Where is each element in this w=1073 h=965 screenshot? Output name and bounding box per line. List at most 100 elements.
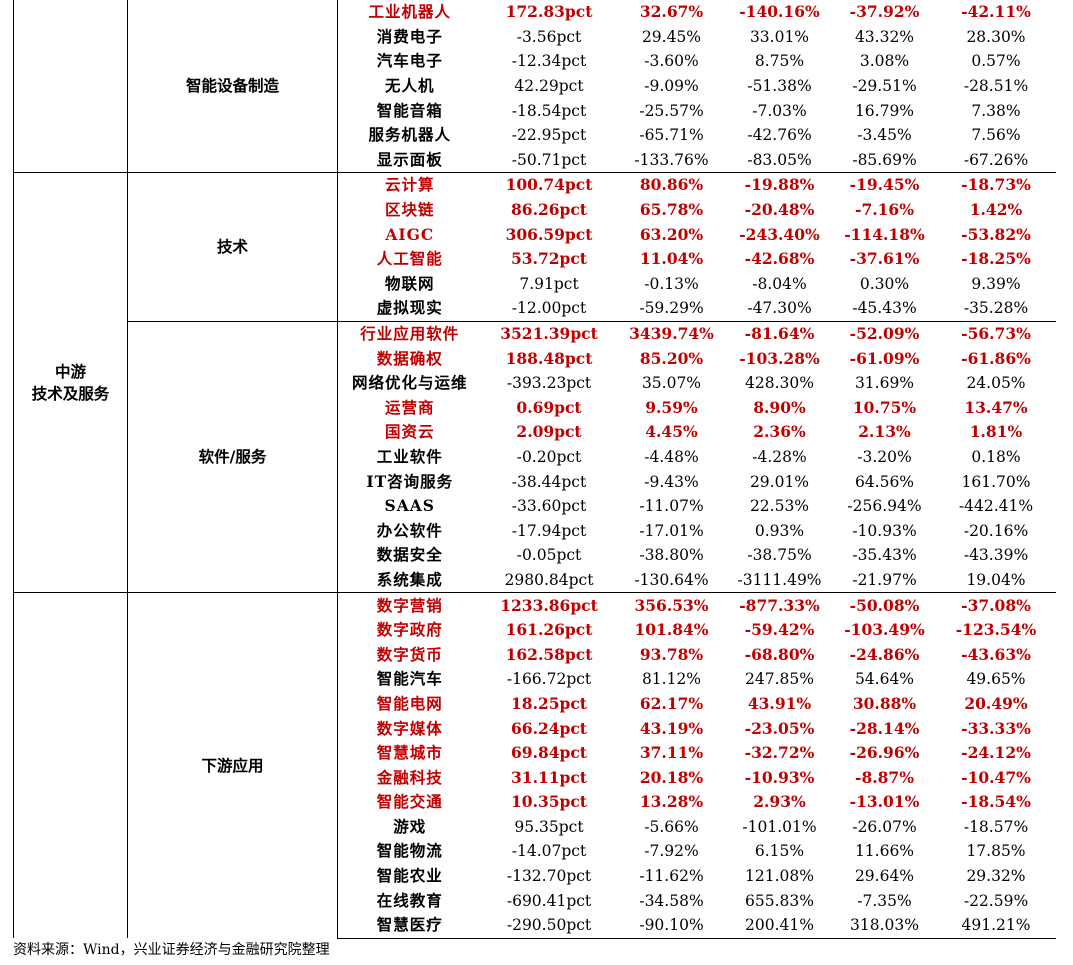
value-cell: -123.54%	[955, 620, 1037, 640]
subgroup-label: 技术	[127, 172, 338, 322]
value-cell: -26.07%	[852, 817, 917, 836]
value-cell: 428.30%	[745, 374, 814, 393]
value-cell: -28.14%	[849, 718, 920, 738]
value-cell: 100.74pct	[481, 172, 617, 198]
value-cell: 2.36%	[753, 422, 806, 442]
stage-label	[13, 0, 128, 173]
value-cell: -12.34pct	[511, 52, 587, 71]
value-cell: -14.07pct	[511, 842, 587, 861]
value-cell: -38.80%	[639, 546, 704, 565]
sector-name-cell: 网络优化与运维	[351, 373, 468, 393]
value-cell: 0.18%	[971, 447, 1021, 466]
sector-name-cell: 智能交通	[376, 792, 443, 812]
table-row: 游戏 95.35pct -5.66% -101.01% -26.07% -18.57%	[14, 815, 1056, 840]
table-row: 服务机器人 -22.95pct -65.71% -42.76% -3.45% 7.56%	[14, 123, 1056, 148]
value-cell: 81.12%	[641, 670, 702, 689]
value-cell: 28.30%	[966, 27, 1026, 46]
sector-name-cell: 人工智能	[376, 249, 443, 269]
value-cell: -17.01%	[639, 521, 704, 540]
value-cell: 7.56%	[971, 126, 1021, 145]
value-cell: -83.05%	[747, 150, 812, 169]
value-cell: 16.79%	[854, 101, 915, 120]
value-cell: -690.41pct	[506, 891, 592, 910]
value-cell: -11.62%	[639, 867, 704, 886]
table-row: 智能电网 18.25pct 62.17% 43.91% 30.88% 20.49%	[14, 692, 1056, 717]
table-row: 工业软件 -0.20pct -4.48% -4.28% -3.20% 0.18%	[14, 445, 1056, 470]
value-cell: -8.04%	[752, 274, 807, 293]
table-row: 办公软件 -17.94pct -17.01% 0.93% -10.93% -20.16%	[14, 518, 1056, 543]
value-cell: -37.61%	[849, 249, 920, 269]
value-cell: -3111.49%	[737, 570, 822, 589]
value-cell: -26.96%	[849, 743, 920, 763]
sector-name-cell: 智能农业	[376, 866, 443, 886]
value-cell: 2.09pct	[516, 422, 582, 442]
table-row: AIGC 306.59pct 63.20% -243.40% -114.18% -53.8…	[14, 222, 1056, 247]
table-row: 数字政府 161.26pct 101.84% -59.42% -103.49% -123.…	[14, 618, 1056, 643]
value-cell: 11.66%	[854, 842, 915, 861]
value-cell: -20.16%	[963, 521, 1029, 540]
value-cell: 200.41%	[726, 912, 833, 939]
value-cell: -442.41%	[958, 497, 1034, 516]
sector-name-cell: 智能电网	[376, 693, 443, 713]
sector-name-cell: 运营商	[384, 397, 435, 417]
value-cell: -8.87%	[855, 767, 914, 787]
value-cell: 10.35pct	[511, 792, 587, 812]
value-cell: -81.64%	[726, 320, 833, 347]
sector-name-cell: 智能汽车	[376, 669, 443, 689]
value-cell: 33.01%	[749, 27, 810, 46]
value-cell: -33.33%	[961, 718, 1031, 738]
value-cell: -50.71pct	[511, 150, 587, 169]
value-cell: -11.07%	[639, 497, 704, 516]
table-row: IT咨询服务 -38.44pct -9.43% 29.01% 64.56% 161.70%	[14, 469, 1056, 494]
sector-name-cell: IT咨询服务	[366, 471, 454, 491]
table-row: 智能音箱 -18.54pct -25.57% -7.03% 16.79% 7.38%	[14, 98, 1056, 123]
value-cell: -22.59%	[963, 891, 1029, 910]
value-cell: -256.94%	[847, 497, 922, 516]
value-cell: 491.21%	[936, 912, 1056, 939]
table-row: 智能农业 -132.70pct -11.62% 121.08% 29.64% 29.32%	[14, 864, 1056, 889]
sector-name-cell: 系统集成	[376, 569, 443, 589]
value-cell: -243.40%	[739, 224, 820, 244]
value-cell: -140.16%	[739, 2, 820, 22]
value-cell: 49.65%	[966, 670, 1026, 689]
value-cell: -166.72pct	[506, 670, 592, 689]
value-cell: 121.08%	[745, 867, 814, 886]
value-cell: 43.91%	[747, 693, 812, 713]
value-cell: -9.09%	[644, 77, 699, 96]
table-row: 智慧城市 69.84pct 37.11% -32.72% -26.96% -24.12%	[14, 741, 1056, 766]
value-cell: 9.59%	[645, 397, 698, 417]
value-cell: -43.39%	[963, 546, 1029, 565]
stage-label	[13, 592, 128, 939]
value-cell: -3.20%	[857, 447, 912, 466]
value-cell: 32.67%	[639, 2, 704, 22]
value-cell: 2980.84pct	[504, 570, 594, 589]
value-cell: 43.32%	[854, 27, 915, 46]
data-table-container: 智能设备制造 工业机器人 172.83pct 32.67% -140.16% -37.92…	[13, 0, 1056, 939]
value-cell: 3439.74%	[616, 320, 727, 347]
value-cell: -7.35%	[857, 891, 912, 910]
value-cell: -37.92%	[849, 2, 920, 22]
value-cell: -132.70pct	[506, 867, 592, 886]
value-cell: 0.69pct	[516, 397, 582, 417]
value-cell: 172.83pct	[505, 2, 593, 22]
sector-name-cell: 智慧医疗	[337, 912, 482, 939]
value-cell: 17.85%	[966, 842, 1026, 861]
value-cell: -18.25%	[961, 249, 1031, 269]
value-cell: 1.42%	[969, 200, 1023, 220]
table-row: 数字货币 162.58pct 93.78% -68.80% -24.86% -43.63%	[14, 642, 1056, 667]
value-cell: 95.35pct	[514, 817, 584, 836]
value-cell: 22.53%	[749, 497, 810, 516]
value-cell: -130.64%	[634, 570, 709, 589]
value-cell: -61.09%	[849, 348, 920, 368]
table-row: 金融科技 31.11pct 20.18% -10.93% -8.87% -10.47%	[14, 765, 1056, 790]
value-cell: 162.58pct	[505, 644, 593, 664]
value-cell: -56.73%	[936, 320, 1056, 347]
sector-name-cell: 数据确权	[376, 348, 443, 368]
value-cell: 62.17%	[639, 693, 704, 713]
value-cell: 13.28%	[639, 792, 704, 812]
value-cell: -65.71%	[639, 126, 704, 145]
value-cell: -101.01%	[742, 817, 817, 836]
value-cell: 86.26pct	[511, 200, 587, 220]
table-row: 系统集成 2980.84pct -130.64% -3111.49% -21.97% 19…	[14, 568, 1056, 593]
value-cell: -3.60%	[644, 52, 699, 71]
